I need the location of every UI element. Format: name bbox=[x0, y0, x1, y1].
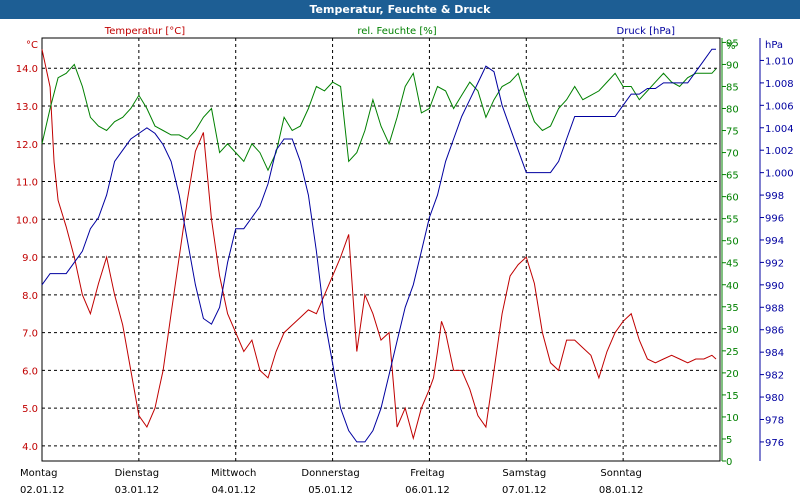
humidity-tick-label: 45 bbox=[726, 259, 739, 270]
temperature-tick-label: 12.0 bbox=[16, 140, 38, 151]
temperature-series-line bbox=[41, 49, 717, 441]
date-label: 05.01.12 bbox=[308, 485, 353, 496]
humidity-tick-label: 80 bbox=[726, 105, 739, 116]
temperature-tick-label: 10.0 bbox=[16, 215, 38, 226]
day-label: Dienstag bbox=[115, 468, 160, 479]
humidity-tick-label: 10 bbox=[726, 413, 739, 424]
humidity-tick-label: 70 bbox=[726, 149, 739, 160]
humidity-series-line bbox=[41, 63, 717, 172]
pressure-series-label: Druck [hPa] bbox=[617, 26, 676, 37]
temperature-series-label: Temperatur [°C] bbox=[104, 26, 185, 37]
pressure-series-line bbox=[41, 48, 716, 443]
humidity-tick-label: 20 bbox=[726, 369, 739, 380]
day-label: Sonntag bbox=[600, 468, 642, 479]
humidity-tick-label: 65 bbox=[726, 171, 739, 182]
pressure-unit: hPa bbox=[765, 40, 783, 51]
temperature-tick-label: 11.0 bbox=[16, 178, 38, 189]
pressure-tick-label: 978 bbox=[765, 415, 784, 426]
pressure-tick-label: 998 bbox=[765, 191, 784, 202]
pressure-tick-label: 976 bbox=[765, 438, 784, 449]
day-label: Donnerstag bbox=[301, 468, 359, 479]
axis-headers: Temperatur [°C] rel. Feuchte [%] Druck [hP… bbox=[104, 26, 675, 37]
temperature-tick-label: 9.0 bbox=[22, 253, 38, 264]
temperature-tick-label: 13.0 bbox=[16, 102, 38, 113]
pressure-tick-label: 1.006 bbox=[765, 101, 794, 112]
date-label: 08.01.12 bbox=[599, 485, 644, 496]
humidity-axis: 0 5 10 15 20 25 30 35 40 45 50 55 60 65 70 75 80 85 90 95% bbox=[721, 38, 739, 468]
humidity-tick-label: 60 bbox=[726, 193, 739, 204]
date-label: 04.01.12 bbox=[211, 485, 256, 496]
pressure-tick-label: 996 bbox=[765, 214, 784, 225]
pressure-tick-label: 1.008 bbox=[765, 79, 794, 90]
humidity-tick-label: 40 bbox=[726, 281, 739, 292]
humidity-tick-label: 50 bbox=[726, 237, 739, 248]
grid-lines bbox=[42, 38, 720, 461]
pressure-tick-label: 994 bbox=[765, 236, 784, 247]
humidity-series-label: rel. Feuchte [%] bbox=[357, 26, 436, 37]
pressure-tick-label: 1.000 bbox=[765, 169, 794, 180]
pressure-tick-label: 992 bbox=[765, 258, 784, 269]
pressure-tick-label: 988 bbox=[765, 303, 784, 314]
humidity-tick-label: 85 bbox=[726, 82, 739, 93]
humidity-tick-label: 5 bbox=[726, 435, 732, 446]
day-label: Freitag bbox=[410, 468, 444, 479]
pressure-tick-label: 1.004 bbox=[765, 124, 794, 135]
window-title: Temperatur, Feuchte & Druck bbox=[0, 0, 800, 19]
date-label: 07.01.12 bbox=[502, 485, 547, 496]
temperature-tick-label: 4.0 bbox=[22, 442, 38, 453]
temperature-tick-label: 7.0 bbox=[22, 329, 38, 340]
humidity-tick-label: 55 bbox=[726, 215, 739, 226]
plot-frame bbox=[41, 37, 721, 462]
humidity-tick-label: 95 bbox=[726, 38, 739, 49]
pressure-tick-label: 982 bbox=[765, 371, 784, 382]
temperature-tick-label: 14.0 bbox=[16, 64, 38, 75]
temperature-tick-label: 8.0 bbox=[22, 291, 38, 302]
temperature-tick-label: 5.0 bbox=[22, 404, 38, 415]
temperature-axis: 4.0 5.0 6.0 7.0 8.0 9.0 10.0 11.0 12.0 13.0 14.0 °C bbox=[16, 40, 38, 453]
temperature-unit: °C bbox=[26, 40, 38, 51]
pressure-tick-label: 1.010 bbox=[765, 56, 794, 67]
pressure-tick-label: 990 bbox=[765, 281, 784, 292]
pressure-tick-label: 980 bbox=[765, 393, 784, 404]
series-lines bbox=[41, 48, 717, 443]
humidity-tick-label: 90 bbox=[726, 60, 739, 71]
humidity-tick-label: 15 bbox=[726, 391, 739, 402]
humidity-tick-label: 25 bbox=[726, 347, 739, 358]
pressure-tick-label: 1.002 bbox=[765, 146, 794, 157]
humidity-tick-label: 35 bbox=[726, 303, 739, 314]
humidity-tick-label: 75 bbox=[726, 127, 739, 138]
date-label: 03.01.12 bbox=[115, 485, 160, 496]
humidity-tick-label: 30 bbox=[726, 325, 739, 336]
pressure-tick-label: 984 bbox=[765, 348, 784, 359]
time-axis: Montag 02.01.12 Dienstag 03.01.12 Mittwoch 04… bbox=[20, 468, 643, 496]
day-label: Mittwoch bbox=[211, 468, 256, 479]
temperature-tick-label: 6.0 bbox=[22, 366, 38, 377]
day-label: Montag bbox=[20, 468, 57, 479]
pressure-tick-label: 986 bbox=[765, 326, 784, 337]
humidity-unit: % bbox=[726, 41, 736, 52]
pressure-axis: 976 978 980 982 984 986 988 990 992 994 996 998 1.00… bbox=[759, 38, 794, 461]
date-label: 02.01.12 bbox=[20, 485, 65, 496]
day-label: Samstag bbox=[502, 468, 546, 479]
humidity-tick-label: 0 bbox=[726, 457, 732, 468]
date-label: 06.01.12 bbox=[405, 485, 450, 496]
